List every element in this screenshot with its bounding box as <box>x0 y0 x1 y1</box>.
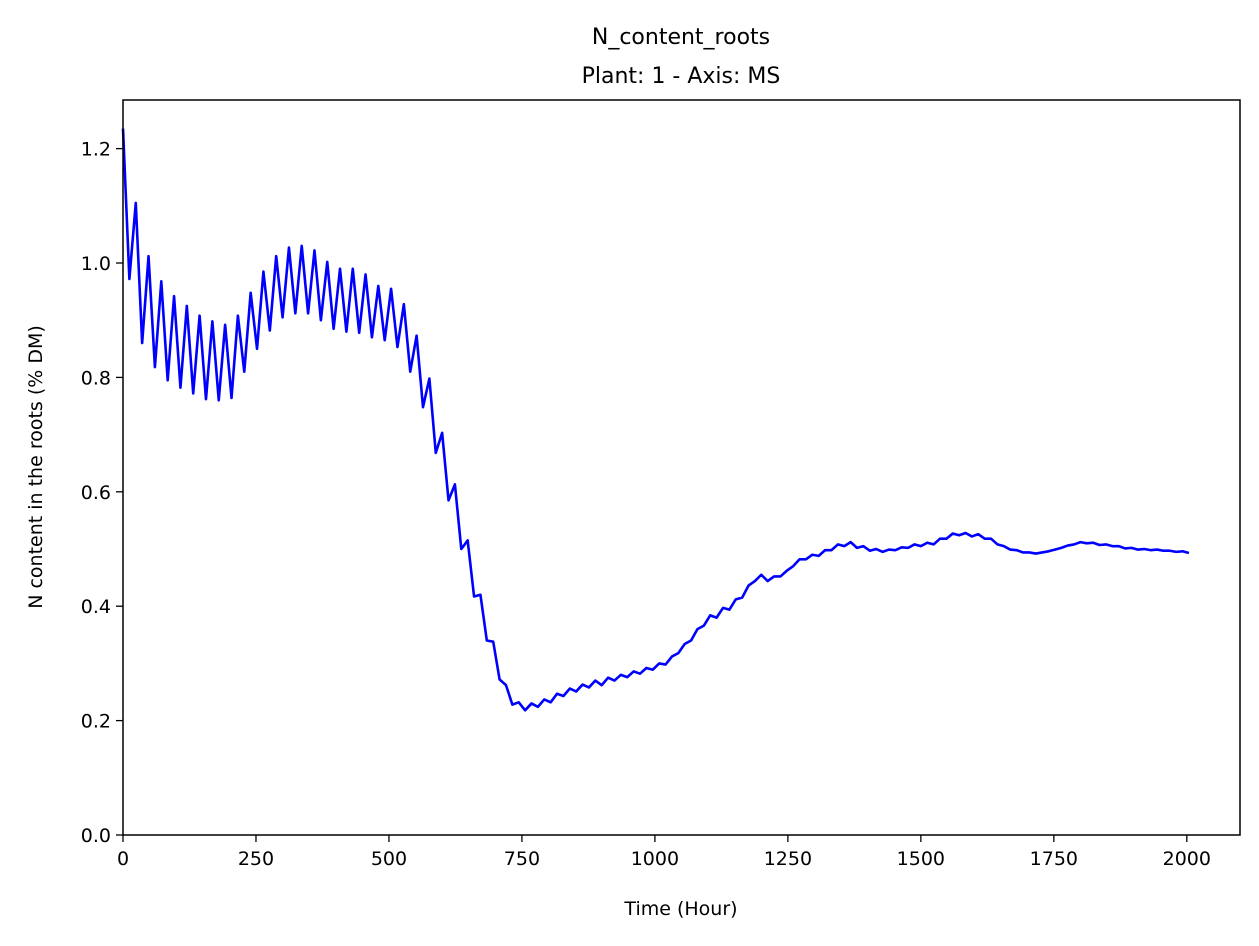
plot-frame <box>122 99 1241 836</box>
chart-subtitle: Plant: 1 - Axis: MS <box>582 64 781 89</box>
x-tick-label: 1000 <box>631 848 679 870</box>
y-tick-label: 0.2 <box>81 711 111 733</box>
chart-title: N_content_roots <box>592 25 770 50</box>
x-axis: 0 250 500 750 1000 1250 1500 1750 2000 <box>117 835 1211 870</box>
x-tick-label: 1500 <box>897 848 945 870</box>
y-axis-label: N content in the roots (% DM) <box>25 325 47 609</box>
series-layer <box>121 128 1190 712</box>
y-tick-label: 0.6 <box>81 482 111 504</box>
x-tick-label: 0 <box>117 848 129 870</box>
series-line-0 <box>121 128 1190 712</box>
y-tick-label: 0.0 <box>81 825 111 847</box>
x-tick-label: 1250 <box>764 848 812 870</box>
x-tick-label: 500 <box>371 848 407 870</box>
y-tick-label: 0.4 <box>81 596 111 618</box>
x-tick-label: 250 <box>238 848 274 870</box>
y-tick-label: 0.8 <box>81 367 111 389</box>
y-tick-label: 1.2 <box>81 139 111 161</box>
x-axis-label: Time (Hour) <box>623 898 737 920</box>
y-tick-label: 1.0 <box>81 253 111 275</box>
x-tick-label: 750 <box>504 848 540 870</box>
x-tick-label: 2000 <box>1163 848 1211 870</box>
y-axis: 0.0 0.2 0.4 0.6 0.8 1.0 1.2 <box>81 139 123 847</box>
x-tick-label: 1750 <box>1030 848 1078 870</box>
